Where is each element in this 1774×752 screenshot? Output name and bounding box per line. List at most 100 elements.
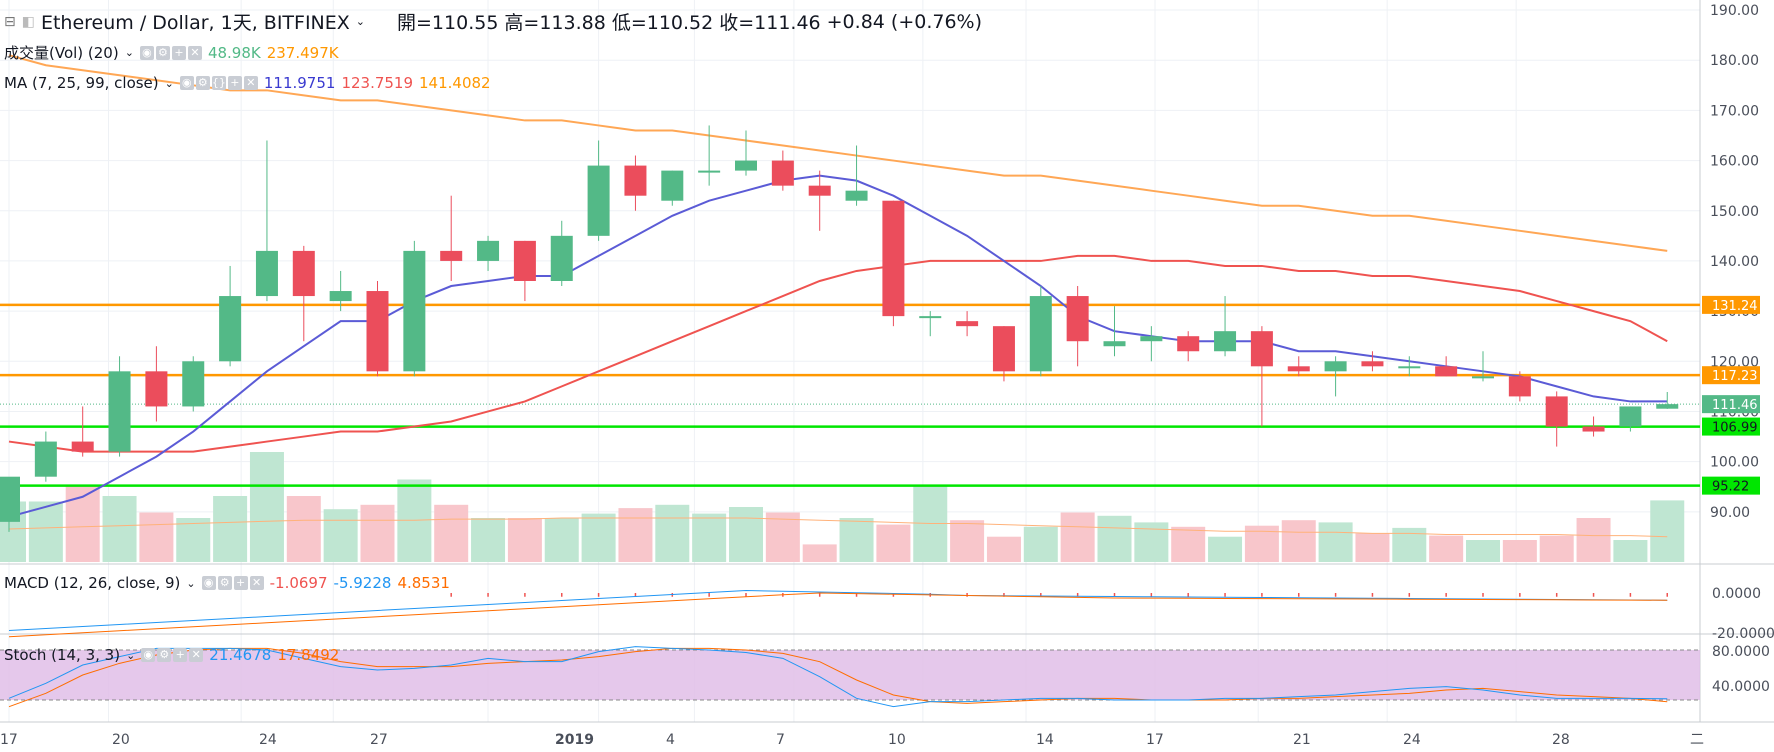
- time-tick-label: 二: [1690, 732, 1704, 748]
- candle: [513, 240, 536, 302]
- eye-icon[interactable]: ◉: [179, 76, 194, 90]
- macd-legend-name[interactable]: MACD (12, 26, close, 9): [4, 574, 181, 592]
- gear-icon[interactable]: ⚙: [217, 576, 232, 590]
- time-tick-label: 28: [1552, 732, 1570, 748]
- time-tick-label: 4: [666, 732, 675, 748]
- candle: [1508, 371, 1531, 402]
- candle: [1472, 351, 1494, 382]
- chevron-down-icon[interactable]: ⌄: [355, 15, 366, 28]
- volume-bar: [729, 507, 763, 562]
- plus-icon[interactable]: +: [173, 648, 188, 662]
- volume-bar: [986, 536, 1021, 562]
- volume-bar: [1355, 533, 1390, 562]
- candle: [292, 245, 315, 342]
- time-tick-label: 10: [888, 732, 906, 748]
- symbol-title[interactable]: Ethereum / Dollar, 1天, BITFINEX: [40, 12, 350, 34]
- candle: [1029, 286, 1052, 377]
- candle-body: [34, 441, 57, 477]
- symbol-legend: ⊟ ◧ Ethereum / Dollar, 1天, BITFINEX ⌄ 開=…: [4, 8, 982, 35]
- candle: [1582, 416, 1605, 437]
- candle: [1324, 356, 1347, 397]
- volume-bar: [876, 524, 911, 562]
- ma7-line: [8, 174, 1668, 518]
- candle: [992, 326, 1015, 382]
- candle: [1361, 351, 1384, 372]
- candle-body: [587, 165, 610, 236]
- volume-bar: [1429, 535, 1464, 562]
- eye-icon[interactable]: ◉: [139, 45, 154, 60]
- price-label-text: 131.24: [1712, 299, 1758, 314]
- gear-icon[interactable]: ⚙: [157, 648, 172, 662]
- stoch-pane: [0, 646, 1700, 708]
- candle-body: [1103, 341, 1126, 347]
- eye-icon[interactable]: ◉: [141, 648, 156, 662]
- moving-averages: [8, 54, 1668, 518]
- stoch-k-line: [8, 646, 1668, 708]
- time-tick-label: 27: [370, 732, 388, 748]
- ma99-line: [8, 54, 1668, 252]
- volume-bar: [1281, 520, 1316, 562]
- collapse-icon[interactable]: ⊟: [4, 13, 16, 30]
- gear-icon[interactable]: ⚙: [155, 45, 170, 60]
- candle: [1287, 356, 1310, 377]
- plus-icon[interactable]: +: [233, 576, 248, 590]
- candle-body: [329, 291, 352, 302]
- candle-body: [219, 296, 242, 362]
- close-icon[interactable]: ✕: [189, 648, 204, 662]
- eye-icon[interactable]: ◉: [201, 576, 216, 590]
- close-icon[interactable]: ✕: [249, 576, 264, 590]
- price-tick-label: 150.00: [1710, 204, 1759, 220]
- close-icon[interactable]: ✕: [243, 76, 258, 90]
- ma-legend-name[interactable]: MA (7, 25, 99, close): [4, 74, 159, 92]
- gear-icon[interactable]: ⚙: [195, 76, 210, 90]
- chevron-down-icon[interactable]: ⌄: [164, 76, 174, 90]
- price-label-box: [1702, 476, 1760, 495]
- price-tick-label: 90.00: [1710, 505, 1750, 521]
- price-tick-label: 100.00: [1710, 455, 1759, 471]
- candle-body: [1656, 404, 1679, 409]
- plus-icon[interactable]: +: [227, 76, 242, 90]
- volume-bar: [1466, 540, 1500, 562]
- candle: [1250, 326, 1273, 427]
- volume-bar: [28, 501, 63, 562]
- price-tick-label: 140.00: [1710, 254, 1759, 270]
- candle: [219, 265, 242, 367]
- chevron-down-icon[interactable]: ⌄: [124, 46, 134, 59]
- chevron-down-icon[interactable]: ⌄: [126, 648, 136, 662]
- price-axis: 190.00180.00170.00160.00150.00140.00130.…: [1702, 3, 1774, 695]
- price-label-text: 95.22: [1712, 480, 1749, 495]
- stoch-d-line: [8, 647, 1668, 708]
- time-tick-label: 17: [0, 732, 18, 748]
- volume-value-2: 237.497K: [266, 43, 339, 62]
- ma7-value: 111.9751: [263, 74, 336, 92]
- volume-bar: [139, 512, 174, 562]
- candle-body: [992, 326, 1015, 372]
- candle: [1545, 391, 1568, 447]
- candle-body: [1545, 396, 1568, 427]
- ma25-value: 123.7519: [341, 74, 414, 92]
- volume-bar: [323, 509, 358, 562]
- candle-body: [145, 371, 168, 407]
- low-value: 低=110.52: [611, 12, 714, 34]
- plus-icon[interactable]: +: [171, 45, 186, 60]
- candle-body: [1287, 366, 1310, 372]
- flag-icon[interactable]: ◧: [21, 13, 35, 30]
- candle-body: [0, 476, 20, 522]
- volume-legend-name[interactable]: 成交量(Vol) (20): [4, 44, 119, 62]
- candle-body: [1398, 366, 1421, 369]
- candlesticks: [0, 125, 1679, 532]
- time-tick-label: 20: [112, 732, 130, 748]
- candle-body: [366, 291, 389, 372]
- close-icon[interactable]: ✕: [187, 45, 202, 60]
- stoch-legend-name[interactable]: Stoch (14, 3, 3): [4, 646, 121, 664]
- candle-body: [661, 170, 684, 201]
- macd-tick-label: 0.0000: [1712, 586, 1761, 602]
- braces-icon[interactable]: {}: [211, 76, 226, 90]
- candle: [845, 145, 868, 206]
- candle-body: [1619, 406, 1642, 427]
- volume-bar: [507, 518, 542, 562]
- candle-body: [808, 185, 831, 196]
- candle: [1619, 406, 1642, 432]
- chevron-down-icon[interactable]: ⌄: [186, 576, 196, 590]
